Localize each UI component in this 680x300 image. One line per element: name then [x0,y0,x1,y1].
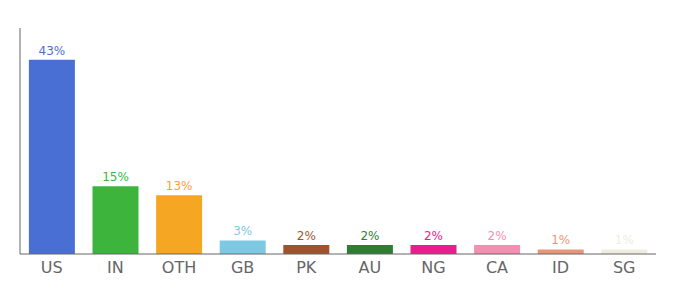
svg-text:43%: 43% [39,44,66,58]
svg-text:SG: SG [613,258,636,277]
svg-text:NG: NG [421,258,445,277]
svg-text:PK: PK [296,258,317,277]
svg-text:GB: GB [231,258,254,277]
svg-text:2%: 2% [360,229,379,243]
svg-text:US: US [41,258,63,277]
svg-text:1%: 1% [551,233,570,247]
svg-text:ID: ID [552,258,569,277]
svg-text:2%: 2% [424,229,443,243]
svg-text:13%: 13% [166,179,193,193]
svg-text:AU: AU [358,258,381,277]
svg-text:CA: CA [486,258,508,277]
svg-text:IN: IN [107,258,124,277]
svg-text:1%: 1% [615,233,634,247]
svg-text:2%: 2% [488,229,507,243]
svg-text:2%: 2% [297,229,316,243]
svg-text:OTH: OTH [162,258,196,277]
svg-text:15%: 15% [102,170,129,184]
svg-text:3%: 3% [233,224,252,238]
